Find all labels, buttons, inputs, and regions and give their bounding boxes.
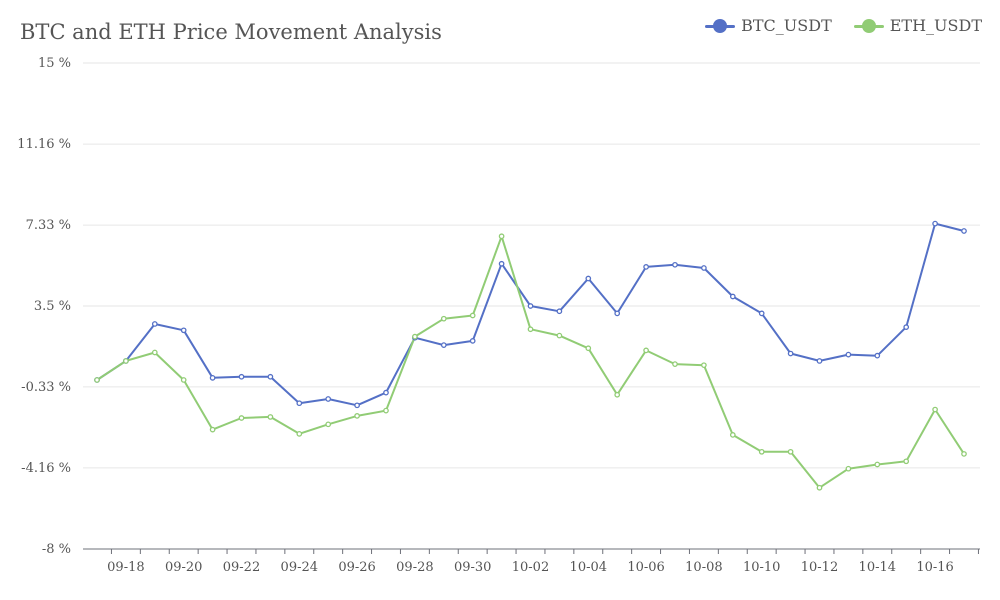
chart-title: BTC and ETH Price Movement Analysis bbox=[20, 20, 442, 44]
data-point-btc_usdt bbox=[845, 351, 852, 358]
data-point-btc_usdt bbox=[787, 350, 794, 357]
data-point-eth_usdt bbox=[527, 326, 534, 333]
data-point-eth_usdt bbox=[556, 332, 563, 339]
y-tick-label: -8 % bbox=[42, 542, 71, 557]
x-tick-label: 09-30 bbox=[454, 560, 491, 575]
data-point-btc_usdt bbox=[325, 396, 332, 402]
data-point-eth_usdt bbox=[672, 361, 678, 367]
data-point-btc_usdt bbox=[729, 293, 736, 300]
data-point-eth_usdt bbox=[932, 406, 938, 413]
data-point-eth_usdt bbox=[469, 312, 476, 319]
y-tick-label: 3.5 % bbox=[34, 299, 71, 314]
data-point-btc_usdt bbox=[643, 264, 649, 270]
data-point-eth_usdt bbox=[383, 407, 389, 414]
x-tick-label: 10-12 bbox=[801, 560, 838, 575]
data-point-eth_usdt bbox=[845, 465, 852, 472]
data-point-eth_usdt bbox=[729, 432, 736, 438]
data-point-eth_usdt bbox=[151, 349, 158, 356]
legend-swatch-eth-icon bbox=[853, 18, 884, 34]
legend-item-eth[interactable]: ETH_USDT bbox=[853, 16, 982, 35]
y-tick-label: -0.33 % bbox=[21, 380, 71, 395]
data-point-btc_usdt bbox=[874, 352, 881, 359]
data-point-btc_usdt bbox=[180, 327, 187, 334]
x-tick-label: 09-28 bbox=[396, 560, 433, 575]
data-point-eth_usdt bbox=[296, 430, 303, 437]
legend-label-eth: ETH_USDT bbox=[889, 16, 982, 35]
x-tick-label: 09-18 bbox=[107, 560, 144, 575]
data-point-btc_usdt bbox=[614, 310, 621, 317]
data-point-btc_usdt bbox=[758, 310, 765, 317]
x-tick-label: 10-10 bbox=[743, 560, 780, 575]
data-point-btc_usdt bbox=[209, 374, 216, 381]
legend-swatch-btc-icon bbox=[705, 18, 736, 34]
x-tick-label: 10-14 bbox=[859, 560, 896, 575]
data-point-eth_usdt bbox=[874, 461, 881, 468]
x-tick-label: 09-20 bbox=[165, 560, 202, 575]
data-point-eth_usdt bbox=[498, 233, 505, 240]
data-point-btc_usdt bbox=[354, 402, 360, 409]
data-point-eth_usdt bbox=[961, 451, 967, 457]
data-point-eth_usdt bbox=[701, 362, 707, 369]
legend-label-btc: BTC_USDT bbox=[741, 16, 832, 35]
data-point-eth_usdt bbox=[123, 358, 129, 364]
data-point-eth_usdt bbox=[816, 484, 823, 491]
data-point-btc_usdt bbox=[498, 260, 505, 267]
data-point-eth_usdt bbox=[267, 414, 274, 420]
data-point-btc_usdt bbox=[556, 308, 563, 315]
x-tick-label: 10-04 bbox=[570, 560, 607, 575]
data-point-btc_usdt bbox=[296, 400, 303, 407]
x-tick-label: 10-08 bbox=[685, 560, 722, 575]
legend-item-btc[interactable]: BTC_USDT bbox=[705, 16, 832, 35]
data-point-eth_usdt bbox=[209, 426, 216, 433]
data-point-eth_usdt bbox=[758, 448, 765, 455]
data-point-btc_usdt bbox=[961, 228, 967, 234]
data-point-btc_usdt bbox=[701, 265, 707, 271]
legend: BTC_USDT ETH_USDT bbox=[705, 16, 982, 35]
data-point-btc_usdt bbox=[903, 324, 910, 330]
data-point-eth_usdt bbox=[325, 421, 332, 428]
x-tick-label: 10-02 bbox=[512, 560, 549, 575]
data-point-eth_usdt bbox=[94, 377, 100, 383]
data-point-eth_usdt bbox=[614, 391, 621, 398]
data-point-btc_usdt bbox=[672, 261, 678, 268]
x-tick-label: 09-22 bbox=[223, 560, 260, 575]
data-point-btc_usdt bbox=[267, 373, 274, 380]
y-tick-label: -4.16 % bbox=[21, 461, 71, 476]
series-line-eth_usdt bbox=[96, 235, 965, 489]
data-point-btc_usdt bbox=[383, 389, 389, 396]
data-point-eth_usdt bbox=[180, 377, 187, 383]
data-point-eth_usdt bbox=[903, 458, 910, 465]
data-point-eth_usdt bbox=[585, 345, 592, 352]
data-point-btc_usdt bbox=[932, 220, 938, 227]
data-point-eth_usdt bbox=[412, 333, 418, 340]
series-line-btc_usdt bbox=[96, 222, 965, 407]
y-tick-label: 7.33 % bbox=[26, 218, 71, 233]
data-point-btc_usdt bbox=[238, 373, 245, 380]
data-point-eth_usdt bbox=[354, 413, 360, 419]
x-tick-label: 09-26 bbox=[338, 560, 375, 575]
data-point-eth_usdt bbox=[238, 415, 245, 421]
data-point-btc_usdt bbox=[469, 338, 476, 344]
data-point-btc_usdt bbox=[585, 275, 592, 282]
x-tick-label: 09-24 bbox=[281, 560, 318, 575]
y-tick-label: 11.16 % bbox=[17, 137, 71, 152]
x-tick-label: 10-16 bbox=[916, 560, 953, 575]
data-point-btc_usdt bbox=[527, 303, 534, 309]
data-point-btc_usdt bbox=[816, 358, 823, 364]
y-tick-label: 15 % bbox=[38, 56, 71, 71]
data-point-btc_usdt bbox=[440, 342, 447, 348]
data-point-eth_usdt bbox=[787, 448, 794, 455]
data-point-eth_usdt bbox=[440, 315, 447, 322]
data-point-eth_usdt bbox=[643, 347, 649, 354]
x-tick-label: 10-06 bbox=[627, 560, 664, 575]
data-point-btc_usdt bbox=[151, 321, 158, 327]
